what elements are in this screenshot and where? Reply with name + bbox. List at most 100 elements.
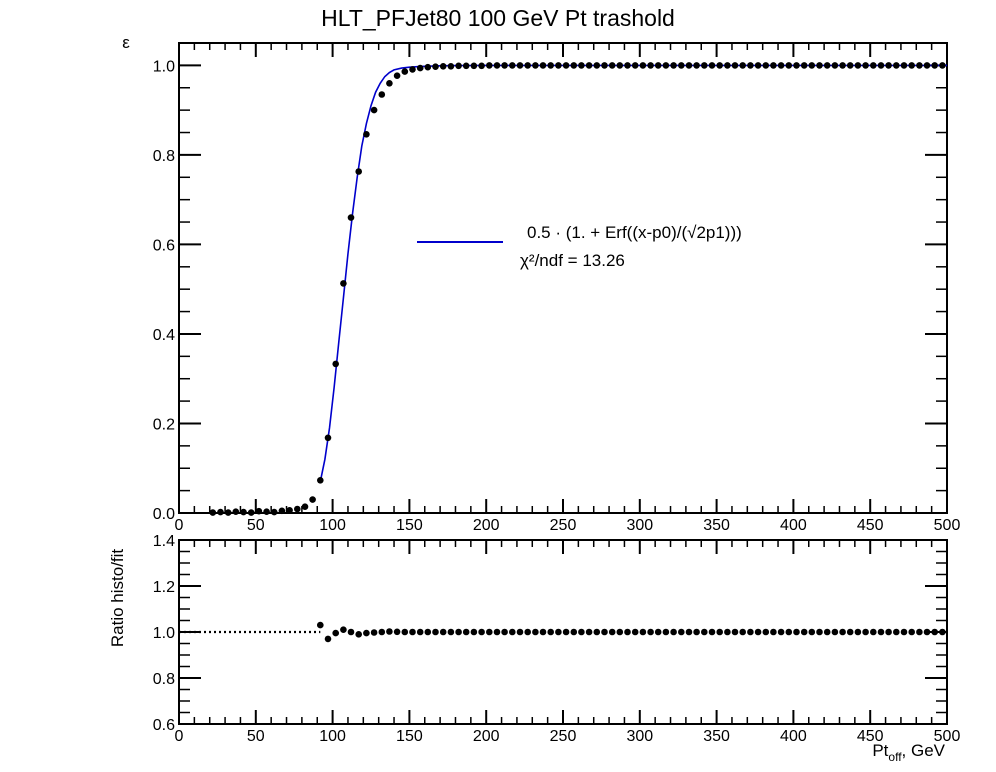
efficiency-point: [593, 62, 601, 69]
ratio-point: [462, 628, 470, 636]
efficiency-point: [731, 62, 739, 69]
efficiency-point: [340, 280, 347, 287]
ratio-point: [716, 628, 723, 636]
x-tick-label: 250: [550, 517, 577, 534]
ratio-point: [800, 628, 808, 636]
x-tick-label: 0: [175, 517, 184, 534]
efficiency-point: [355, 168, 363, 175]
ratio-point: [854, 628, 862, 636]
ratio-point: [785, 628, 793, 636]
ratio-point: [654, 628, 662, 636]
efficiency-point: [416, 64, 424, 72]
efficiency-point: [785, 62, 793, 69]
ratio-point: [923, 628, 931, 636]
ratio-point: [685, 628, 693, 636]
x-tick-label: 50: [247, 517, 265, 534]
x-tick-label: 100: [319, 728, 346, 745]
efficiency-point: [716, 62, 723, 69]
efficiency-point: [486, 62, 493, 69]
y-tick-label: 0.6: [153, 237, 175, 254]
chart-title: HLT_PFJet80 100 GeV Pt trashold: [321, 5, 675, 31]
ratio-point: [393, 628, 401, 636]
efficiency-point: [693, 62, 700, 69]
efficiency-point: [401, 68, 409, 75]
efficiency-point: [616, 62, 624, 69]
ratio-point: [708, 628, 716, 636]
efficiency-point: [516, 62, 524, 69]
efficiency-point: [478, 62, 485, 70]
efficiency-point: [286, 507, 293, 514]
ratio-point: [363, 629, 370, 637]
efficiency-point: [831, 62, 839, 69]
ratio-point: [816, 628, 823, 636]
ratio-point: [585, 628, 593, 636]
efficiency-point: [678, 62, 685, 69]
efficiency-point: [493, 62, 501, 69]
x-tick-label: 300: [626, 517, 653, 534]
x-tick-label: 450: [857, 517, 884, 534]
ratio-point: [355, 631, 363, 638]
ratio-point: [493, 628, 501, 636]
ratio-point: [317, 621, 324, 629]
x-tick-label: 500: [934, 517, 961, 534]
ratio-point: [631, 628, 639, 636]
ratio-y-axis-title: Ratio histo/fit: [108, 549, 127, 648]
ratio-point: [870, 628, 877, 636]
ratio-point: [470, 628, 478, 636]
ratio-x-axis-title: Ptoff, GeV: [872, 741, 945, 764]
efficiency-point: [424, 63, 432, 71]
x-tick-label: 250: [550, 728, 577, 745]
ratio-point: [839, 628, 846, 636]
ratio-point: [793, 628, 800, 636]
y-tick-label: 0.0: [153, 506, 175, 523]
efficiency-point: [747, 62, 754, 69]
efficiency-y-axis-title: ε: [122, 33, 130, 52]
ratio-point: [478, 628, 485, 636]
ratio-point: [639, 628, 647, 636]
efficiency-point: [562, 62, 570, 69]
ratio-point: [439, 628, 447, 636]
x-tick-label: 200: [473, 517, 500, 534]
efficiency-point: [770, 62, 777, 69]
ratio-point: [908, 628, 915, 636]
ratio-point: [424, 628, 432, 636]
ratio-point: [678, 628, 685, 636]
efficiency-point: [301, 503, 309, 511]
efficiency-point: [823, 62, 831, 69]
ratio-point: [770, 628, 777, 636]
efficiency-panel: 0 50 100 150 200 250 300 350 400 450 500 0.0 0.2 0.4…: [122, 33, 960, 534]
x-tick-label: 150: [396, 517, 423, 534]
x-tick-label: 350: [703, 517, 730, 534]
ratio-point: [762, 628, 770, 636]
efficiency-point: [455, 62, 462, 70]
ratio-point: [324, 635, 332, 643]
efficiency-y-tick-labels: 0.0 0.2 0.4 0.6 0.8 1.0: [153, 58, 175, 523]
ratio-point: [593, 628, 601, 636]
efficiency-point: [386, 80, 393, 87]
ratio-point: [862, 628, 869, 636]
efficiency-point: [877, 62, 885, 69]
efficiency-point: [639, 62, 647, 69]
x-tick-label: 150: [396, 728, 423, 745]
efficiency-point: [808, 62, 816, 69]
efficiency-point: [393, 72, 401, 79]
efficiency-point: [900, 62, 908, 69]
efficiency-point: [870, 62, 877, 69]
efficiency-point: [317, 477, 324, 484]
efficiency-point: [309, 496, 316, 503]
ratio-point: [739, 628, 746, 636]
x-tick-label: 50: [247, 728, 265, 745]
efficiency-point: [846, 62, 854, 69]
efficiency-point: [217, 508, 224, 516]
efficiency-point: [294, 505, 301, 513]
efficiency-point: [839, 62, 846, 69]
x-tick-label: 200: [473, 728, 500, 745]
efficiency-point: [885, 62, 892, 69]
ratio-point: [777, 628, 785, 636]
ratio-points: [317, 621, 946, 643]
efficiency-point: [255, 507, 263, 515]
ratio-point: [701, 628, 708, 636]
ratio-point: [754, 628, 762, 636]
efficiency-point: [209, 509, 217, 516]
